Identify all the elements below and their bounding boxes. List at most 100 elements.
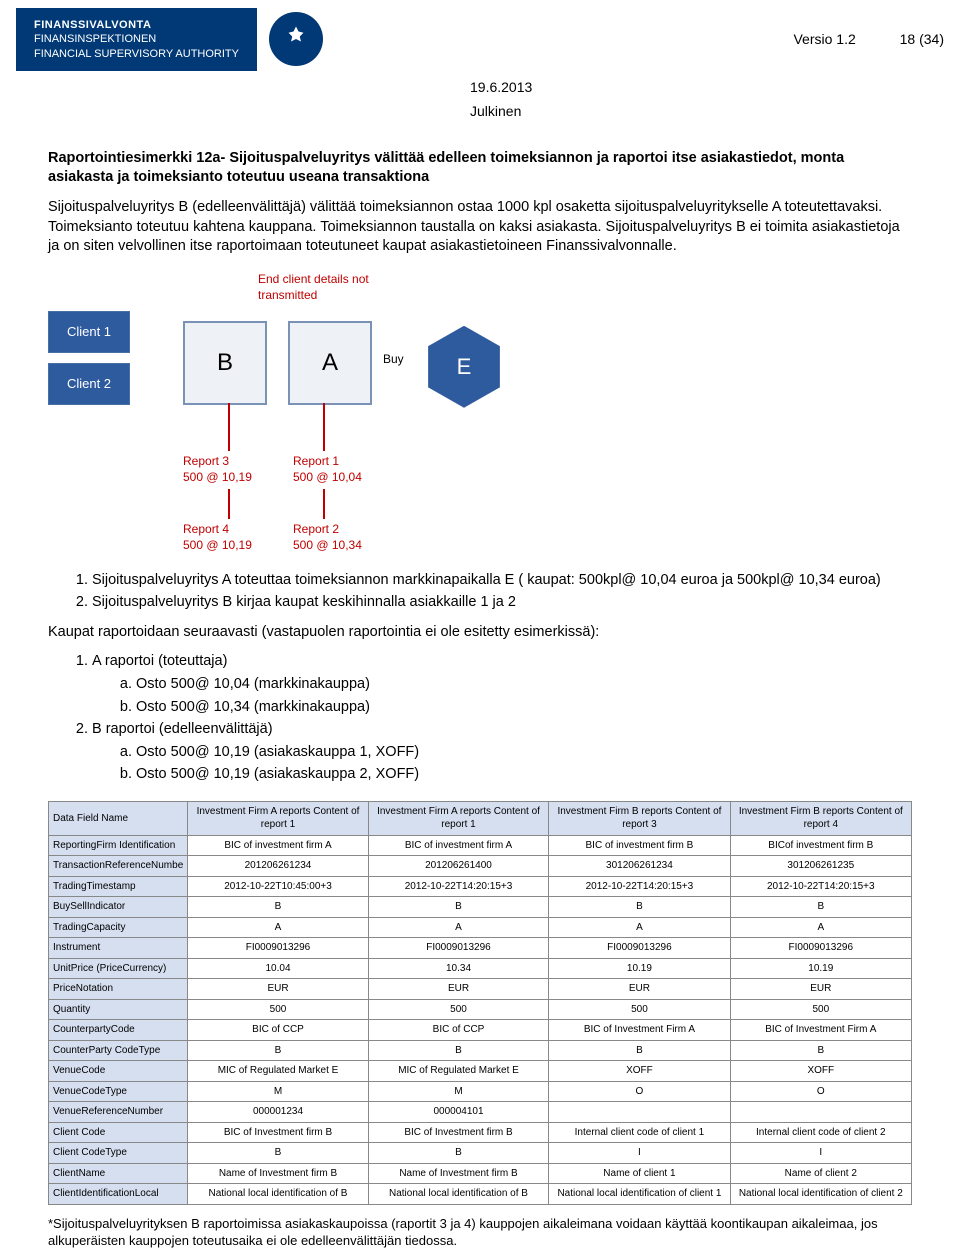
arrow-r4 bbox=[228, 489, 230, 519]
table-cell: VenueCodeType bbox=[49, 1081, 188, 1102]
sublist: Osto 500@ 10,19 (asiakaskauppa 1, XOFF) … bbox=[92, 743, 912, 785]
table-cell: BIC of Investment Firm A bbox=[549, 1020, 730, 1041]
table-row: TransactionReferenceNumbe201206261234201… bbox=[49, 856, 912, 877]
table-cell: TransactionReferenceNumbe bbox=[49, 856, 188, 877]
table-cell: Internal client code of client 1 bbox=[549, 1122, 730, 1143]
table-cell: EUR bbox=[188, 979, 369, 1000]
table-cell: BIC of Investment firm B bbox=[188, 1122, 369, 1143]
page-header: FINANSSIVALVONTA FINANSINSPEKTIONEN FINA… bbox=[0, 0, 960, 79]
org-name-fi: FINANSSIVALVONTA bbox=[34, 18, 239, 32]
table-cell: O bbox=[730, 1081, 911, 1102]
table-cell: MIC of Regulated Market E bbox=[188, 1061, 369, 1082]
table-cell: FI0009013296 bbox=[730, 938, 911, 959]
table-cell: 201206261400 bbox=[368, 856, 549, 877]
no-transmit-label: End client details not transmitted bbox=[258, 271, 408, 303]
report-table: Data Field NameInvestment Firm A reports… bbox=[48, 801, 912, 1205]
table-cell: A bbox=[188, 917, 369, 938]
table-row: ReportingFirm Identification BIC of inves… bbox=[49, 835, 912, 856]
table-cell: Client CodeType bbox=[49, 1143, 188, 1164]
table-cell: 301206261234 bbox=[549, 856, 730, 877]
table-cell: B bbox=[188, 1143, 369, 1164]
table-cell: B bbox=[549, 1040, 730, 1061]
table-cell: Name of client 1 bbox=[549, 1163, 730, 1184]
table-cell: Internal client code of client 2 bbox=[730, 1122, 911, 1143]
table-header: Investment Firm A reports Content of rep… bbox=[368, 801, 549, 835]
page-number: 18 (34) bbox=[900, 31, 944, 47]
table-cell: 500 bbox=[549, 999, 730, 1020]
table-cell: XOFF bbox=[549, 1061, 730, 1082]
market-e-hex: E bbox=[428, 326, 500, 408]
reporting-intro: Kaupat raportoidaan seuraavasti (vastapu… bbox=[48, 623, 912, 643]
table-cell: VenueReferenceNumber bbox=[49, 1102, 188, 1123]
table-cell bbox=[549, 1102, 730, 1123]
table-row: VenueCodeMIC of Regulated Market EMIC of… bbox=[49, 1061, 912, 1082]
table-cell: BIC of Investment firm B bbox=[368, 1122, 549, 1143]
table-cell: B bbox=[188, 897, 369, 918]
buy-label: Buy bbox=[383, 351, 404, 367]
table-cell: 2012-10-22T14:20:15+3 bbox=[368, 876, 549, 897]
table-cell: A bbox=[549, 917, 730, 938]
org-name-en: FINANCIAL SUPERVISORY AUTHORITY bbox=[34, 47, 239, 61]
table-cell: XOFF bbox=[730, 1061, 911, 1082]
table-cell: VenueCode bbox=[49, 1061, 188, 1082]
table-cell: 000001234 bbox=[188, 1102, 369, 1123]
table-row: CounterpartyCodeBIC of CCPBIC of CCPBIC … bbox=[49, 1020, 912, 1041]
table-cell: 10.19 bbox=[730, 958, 911, 979]
table-cell: 500 bbox=[730, 999, 911, 1020]
report2-label: Report 2500 @ 10,34 bbox=[293, 521, 362, 553]
table-row: TradingCapacityAAAA bbox=[49, 917, 912, 938]
report4-label: Report 4500 @ 10,19 bbox=[183, 521, 252, 553]
client1-box: Client 1 bbox=[48, 311, 130, 353]
table-cell: 500 bbox=[368, 999, 549, 1020]
firm-b-box: B bbox=[183, 321, 267, 405]
table-header: Investment Firm B reports Content of rep… bbox=[549, 801, 730, 835]
transaction-diagram: Client 1 Client 2 B A Buy E End client d… bbox=[48, 271, 912, 561]
table-cell: National local identification of B bbox=[368, 1184, 549, 1205]
table-row: CounterParty CodeTypeBBBB bbox=[49, 1040, 912, 1061]
table-row: Client CodeTypeBBII bbox=[49, 1143, 912, 1164]
list-item: Osto 500@ 10,19 (asiakaskauppa 2, XOFF) bbox=[136, 765, 912, 785]
table-cell: 000004101 bbox=[368, 1102, 549, 1123]
table-row: TradingTimestamp2012-10-22T10:45:00+3201… bbox=[49, 876, 912, 897]
table-row: PriceNotationEUREUREUREUR bbox=[49, 979, 912, 1000]
list-item: B raportoi (edelleenvälittäjä) Osto 500@… bbox=[92, 720, 912, 785]
table-cell: Instrument bbox=[49, 938, 188, 959]
table-row: ClientNameName of Investment firm BName … bbox=[49, 1163, 912, 1184]
table-cell: 201206261234 bbox=[188, 856, 369, 877]
numbered-list-1: Sijoituspalveluyritys A toteuttaa toimek… bbox=[48, 571, 912, 613]
table-cell: FI0009013296 bbox=[549, 938, 730, 959]
table-row: VenueCodeTypeMMOO bbox=[49, 1081, 912, 1102]
table-cell: Name of client 2 bbox=[730, 1163, 911, 1184]
table-cell: TradingTimestamp bbox=[49, 876, 188, 897]
table-cell: UnitPrice (PriceCurrency) bbox=[49, 958, 188, 979]
table-cell: PriceNotation bbox=[49, 979, 188, 1000]
arrow-r1 bbox=[323, 403, 325, 451]
table-cell: B bbox=[368, 897, 549, 918]
table-cell: CounterpartyCode bbox=[49, 1020, 188, 1041]
client2-box: Client 2 bbox=[48, 363, 130, 405]
table-cell: I bbox=[549, 1143, 730, 1164]
report1-label: Report 1500 @ 10,04 bbox=[293, 453, 362, 485]
table-cell: EUR bbox=[549, 979, 730, 1000]
table-cell: 301206261235 bbox=[730, 856, 911, 877]
section-title: Raportointiesimerkki 12a- Sijoituspalvel… bbox=[48, 149, 912, 188]
table-cell: M bbox=[368, 1081, 549, 1102]
numbered-list-2: A raportoi (toteuttaja) Osto 500@ 10,04 … bbox=[48, 652, 912, 784]
intro-paragraph: Sijoituspalveluyritys B (edelleenvälittä… bbox=[48, 198, 912, 257]
table-row: BuySellIndicatorBBBB bbox=[49, 897, 912, 918]
table-cell: 2012-10-22T14:20:15+3 bbox=[730, 876, 911, 897]
table-cell: National local identification of B bbox=[188, 1184, 369, 1205]
table-cell: B bbox=[730, 1040, 911, 1061]
table-row: ClientIdentificationLocalNational local … bbox=[49, 1184, 912, 1205]
table-cell: ReportingFirm Identification bbox=[49, 835, 188, 856]
table-cell: EUR bbox=[368, 979, 549, 1000]
table-header: Investment Firm B reports Content of rep… bbox=[730, 801, 911, 835]
list-item: Sijoituspalveluyritys B kirjaa kaupat ke… bbox=[92, 593, 912, 613]
table-cell: National local identification of client … bbox=[549, 1184, 730, 1205]
table-cell: Name of Investment firm B bbox=[368, 1163, 549, 1184]
header-date: 19.6.2013 bbox=[0, 79, 960, 99]
table-cell: A bbox=[730, 917, 911, 938]
arrow-r2 bbox=[323, 489, 325, 519]
table-cell: Client Code bbox=[49, 1122, 188, 1143]
table-cell: BIC of investment firm B bbox=[549, 835, 730, 856]
